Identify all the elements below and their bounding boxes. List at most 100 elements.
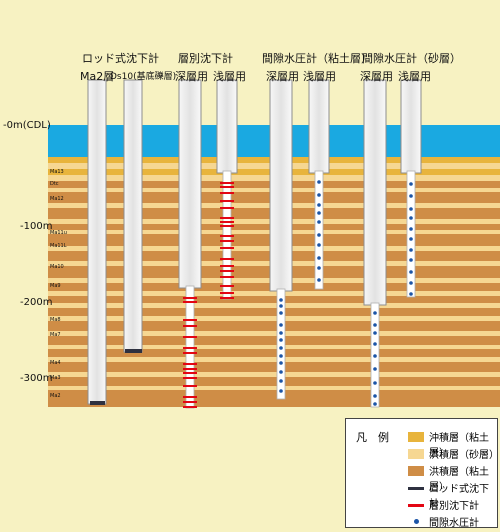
pore-marker: [279, 323, 283, 327]
stratum-band: [48, 386, 500, 390]
layer-marker: [183, 372, 197, 374]
stratum-band: [48, 296, 500, 303]
layer-marker: [183, 336, 197, 338]
pore-marker: [409, 227, 413, 231]
pore-marker: [279, 298, 283, 302]
stratum-band: [48, 349, 500, 357]
legend-item-layer: 層別沈下計: [408, 497, 498, 515]
rod-ds10-pipe: [123, 79, 143, 353]
stratum-label-ma2: Ma2: [50, 393, 61, 399]
stratum-label-ma12: Ma12: [50, 196, 64, 202]
stratum-label-ma11l: Ma11L: [50, 243, 67, 249]
stratum-band: [48, 377, 500, 386]
layer-marker: [183, 325, 197, 327]
pore-clay-shallow-inner: [314, 170, 324, 290]
pore-sand-deep-pipe: [363, 79, 387, 306]
stratum-band: [48, 357, 500, 362]
stratum-band: [48, 321, 500, 331]
stratum-label-ma7: Ma7: [50, 332, 61, 338]
pore-marker: [409, 194, 413, 198]
layer-marker: [220, 225, 234, 227]
pore-marker: [373, 367, 377, 371]
rod-ma2-anchor: [90, 401, 105, 405]
stratum-band: [48, 291, 500, 296]
pore-sand-shallow-pipe: [400, 79, 422, 174]
pore-marker: [279, 389, 283, 393]
stratum-label-dtc: Dtc: [50, 181, 59, 187]
pore-sand-shallow-inner: [406, 170, 416, 298]
pore-marker: [373, 342, 377, 346]
layer-marker: [183, 363, 197, 365]
legend-label-layer: 層別沈下計: [429, 501, 479, 512]
layer-marker: [220, 186, 234, 188]
layer-marker: [220, 276, 234, 278]
layer-marker: [220, 270, 234, 272]
layer-deep-pipe: [178, 79, 202, 289]
pore-marker: [317, 256, 321, 260]
group-label-rod: ロッド式沈下計: [82, 52, 159, 65]
layer-marker: [220, 200, 234, 202]
pore-marker: [317, 211, 321, 215]
pore-marker: [409, 248, 413, 252]
pore-marker: [409, 182, 413, 186]
group-label-layer: 層別沈下計: [178, 52, 233, 65]
legend-item-alluvial-clay: 沖積層（粘土層）: [408, 429, 498, 459]
pore-marker: [279, 311, 283, 315]
pore-marker: [409, 216, 413, 220]
group-label-pore-clay: 間隙水圧計（粘土層）: [262, 52, 372, 65]
stratum-label-ma10: Ma10: [50, 264, 64, 270]
depth-label-100: -100m: [20, 221, 53, 232]
layer-marker: [183, 377, 197, 379]
group-label-pore-sand: 間隙水圧計（砂層）: [362, 52, 461, 65]
legend-title: 凡 例: [356, 431, 389, 444]
layer-marker: [183, 368, 197, 370]
legend-item-diluvial-sand: 洪積層（砂層）: [408, 446, 499, 464]
layer-marker: [183, 301, 197, 303]
pore-marker: [317, 278, 321, 282]
layer-marker: [220, 192, 234, 194]
layer-marker: [183, 406, 197, 408]
stratum-label-ma9: Ma9: [50, 283, 61, 289]
rod-ds10-anchor: [125, 349, 142, 353]
pore-clay-shallow-pipe: [308, 79, 330, 174]
sub-label-clay-shallow: 浅層用: [303, 70, 336, 83]
stratum-band: [48, 390, 500, 407]
stratum-band: [48, 308, 500, 316]
pore-marker: [373, 331, 377, 335]
sub-label-ds10: Ds10(基底礫層): [110, 72, 177, 82]
depth-label-200: -200m: [20, 297, 53, 308]
layer-marker: [183, 347, 197, 349]
legend: 凡 例 沖積層（粘土層） 洪積層（砂層） 洪積層（粘土層） ロッド式沈下計 層別…: [345, 418, 499, 529]
instruments: [87, 79, 422, 409]
layer-marker: [183, 319, 197, 321]
stratum-band: [48, 331, 500, 336]
pore-marker: [373, 402, 377, 406]
legend-item-pore: 間隙水圧計: [408, 514, 498, 532]
legend-label-diluvial-clay: 洪積層（粘土層）: [429, 467, 489, 493]
pore-marker: [279, 331, 283, 335]
pore-marker: [279, 370, 283, 374]
legend-item-diluvial-clay: 洪積層（粘土層）: [408, 463, 498, 493]
layer-marker: [220, 297, 234, 299]
stratum-band: [48, 303, 500, 308]
sub-label-layer-deep: 深層用: [175, 70, 208, 83]
pore-marker: [279, 361, 283, 365]
pore-marker: [279, 354, 283, 358]
legend-label-pore: 間隙水圧計: [429, 518, 479, 529]
stratum-label-ma8: Ma8: [50, 317, 61, 323]
layer-marker: [220, 207, 234, 209]
pore-marker: [317, 220, 321, 224]
stratum-band: [48, 336, 500, 345]
legend-label-alluvial-clay: 沖積層（粘土層）: [429, 433, 489, 459]
layer-marker: [220, 292, 234, 294]
pore-marker: [409, 292, 413, 296]
layer-marker: [183, 297, 197, 299]
layer-marker: [220, 240, 234, 242]
legend-swatch-diluvial-clay: [408, 466, 424, 476]
pore-marker: [373, 311, 377, 315]
legend-label-diluvial-sand: 洪積層（砂層）: [429, 450, 499, 461]
pore-marker: [409, 281, 413, 285]
legend-swatch-diluvial-sand: [408, 449, 424, 459]
sub-label-clay-deep: 深層用: [266, 70, 299, 83]
